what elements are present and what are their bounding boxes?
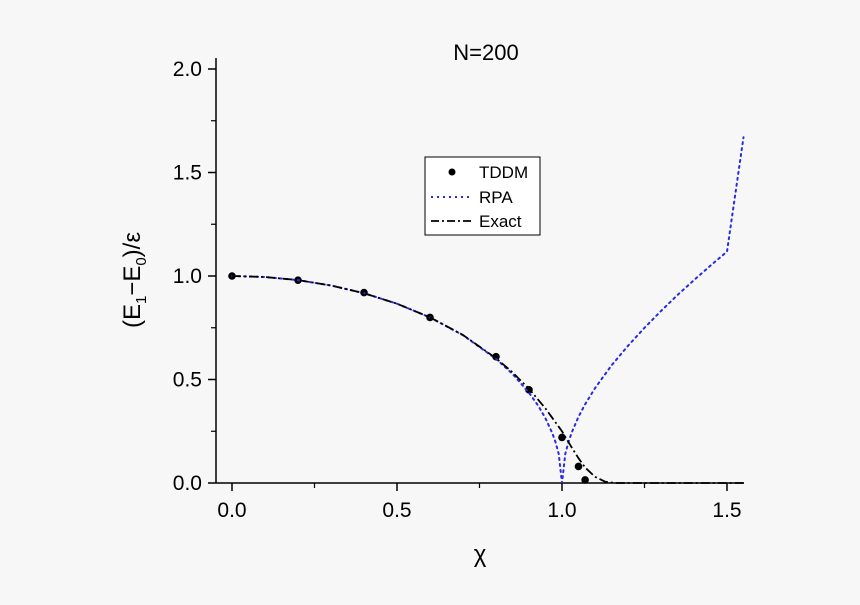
y-axis-title-sub1: 1 [133,296,150,304]
tddm-point [492,352,500,361]
y-tick-label: 0.5 [173,369,202,392]
x-axis-title: χ [474,541,487,568]
y-tick-label: 2.0 [173,58,202,81]
y-axis-title-close: )/ε [119,232,146,258]
y-axis-title-minus: −E [119,266,146,296]
legend-label-tddm: TDDM [479,163,528,182]
x-tick-label: 1.5 [712,499,741,522]
tddm-point [574,462,583,471]
exact-series-line [231,275,744,484]
y-tick-label: 0.0 [173,472,202,495]
legend-label-rpa: RPA [479,188,513,207]
y-axis-title-open: (E [119,304,146,328]
tddm-point [558,433,566,442]
y-axis-title: (E1−E0)/ε [119,232,150,328]
legend: TDDM RPA Exact [424,156,541,236]
axes [215,58,744,484]
x-tick-label: 1.0 [547,499,576,522]
y-tick-label: 1.5 [173,162,202,185]
x-tick-label: 0.0 [217,499,246,522]
tddm-point [581,476,589,484]
legend-label-exact: Exact [479,212,522,231]
x-tick-label: 0.5 [382,499,411,522]
y-axis-title-sub0: 0 [133,257,150,265]
tick-group: 0.0 0.5 1.0 1.5 2.0 0.0 0.5 1.0 1.5 [173,58,742,522]
y-tick-label: 1.0 [173,265,202,288]
chart-title: N=200 [453,40,518,65]
legend-tddm-marker [448,168,456,176]
series-layer [228,136,745,484]
